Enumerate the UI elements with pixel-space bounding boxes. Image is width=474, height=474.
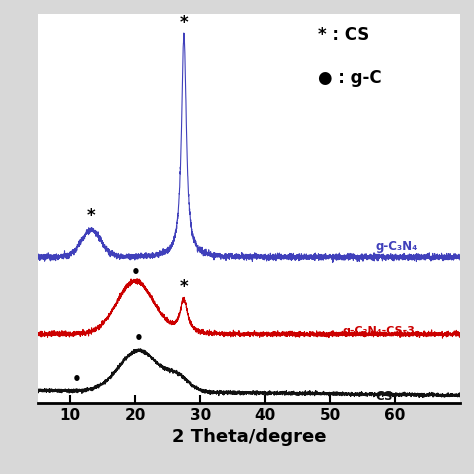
Text: *: *	[180, 278, 188, 296]
Text: •: •	[72, 372, 82, 387]
Text: g-C₃N₄: g-C₃N₄	[375, 240, 418, 253]
X-axis label: 2 Theta/degree: 2 Theta/degree	[172, 428, 326, 447]
Text: g-C₃N₄-CS-3: g-C₃N₄-CS-3	[343, 327, 416, 337]
Text: CS: CS	[375, 390, 393, 402]
Text: * : CS: * : CS	[319, 26, 370, 44]
Text: •: •	[134, 331, 144, 346]
Text: •: •	[130, 265, 140, 280]
Text: ● : g-C: ● : g-C	[319, 69, 382, 87]
Text: *: *	[87, 207, 95, 225]
Text: *: *	[180, 14, 188, 32]
